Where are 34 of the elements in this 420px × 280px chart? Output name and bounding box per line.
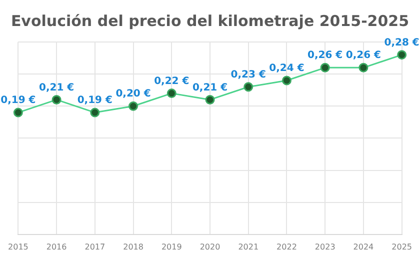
point	[282, 76, 292, 86]
x-tick-label: 2023	[314, 242, 336, 252]
x-tick-label: 2015	[8, 242, 28, 252]
data-label: 0,23 €	[230, 69, 266, 80]
x-tick-label: 2018	[123, 242, 144, 252]
x-tick-label: 2017	[84, 242, 106, 252]
point	[244, 82, 254, 92]
point	[320, 62, 330, 72]
data-label: 0,20 €	[116, 88, 151, 100]
x-tick-label: 2022	[276, 242, 297, 252]
point	[13, 108, 23, 118]
data-label: 0,24 €	[269, 63, 304, 74]
chart-title: Evolución del precio del kilometraje 2015-2025	[10, 12, 410, 30]
point	[128, 101, 138, 111]
point	[397, 50, 407, 60]
data-label: 0,28 €	[384, 37, 420, 48]
data-label: 0,19 €	[0, 95, 36, 106]
data-label: 0,26 €	[308, 50, 343, 62]
x-tick-label: 2024	[353, 242, 374, 252]
data-label: 0,22 €	[154, 76, 190, 87]
x-tick-label: 2020	[200, 242, 220, 252]
x-tick-label: 2025	[392, 242, 412, 252]
x-tick-label: 2016	[46, 242, 67, 252]
data-label: 0,21 €	[192, 82, 228, 94]
data-label: 0,26 €	[346, 50, 382, 62]
point	[90, 108, 100, 118]
point	[205, 94, 215, 104]
point	[166, 88, 176, 98]
point	[358, 62, 368, 72]
x-tick-label: 2021	[238, 242, 259, 252]
x-tick-label: 2019	[161, 242, 182, 252]
data-label: 0,19 €	[77, 95, 112, 106]
data-label: 0,21 €	[38, 82, 74, 94]
point	[52, 94, 62, 104]
